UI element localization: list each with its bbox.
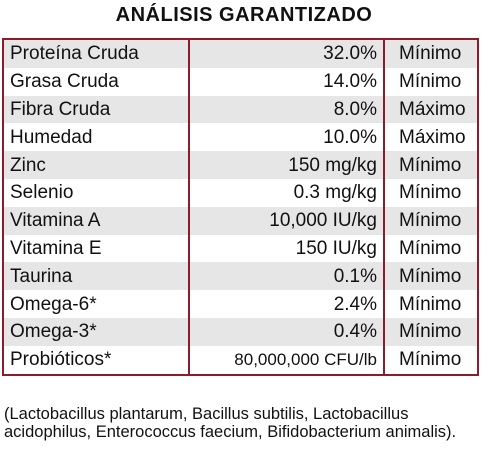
amount: 8.0% bbox=[188, 95, 385, 124]
limit: Mínimo bbox=[399, 349, 462, 371]
nutrient: Humedad bbox=[10, 126, 93, 148]
nutrient: Vitamina E bbox=[10, 237, 102, 259]
footnote: (Lactobacillus plantarum, Bacillus subti… bbox=[4, 405, 457, 441]
amount: 14.0% bbox=[188, 67, 385, 96]
nutrient: Zinc bbox=[3, 151, 189, 179]
title: ANÁLISIS GARANTIZADO bbox=[115, 4, 373, 26]
amount: 150 IU/kg bbox=[188, 234, 385, 263]
amount: 0.1% bbox=[188, 262, 385, 291]
amount: 10.0% bbox=[188, 123, 385, 152]
nutrient: Taurina bbox=[3, 262, 189, 291]
table-row: Probióticos* 80,000,000 CFU/lb Mínimo bbox=[3, 345, 478, 375]
table-row: Proteína Cruda 32.0% Mínimo bbox=[3, 39, 478, 68]
limit: Máximo bbox=[399, 126, 466, 148]
table-row: Vitamina E 150 IU/kg Mínimo bbox=[3, 234, 478, 263]
amount: 32.0% bbox=[188, 39, 385, 68]
amount: 10,000 IU/kg bbox=[188, 206, 385, 235]
limit: Mínimo bbox=[384, 151, 478, 179]
amount: 150 mg/kg bbox=[188, 151, 385, 179]
amount: 2.4% bbox=[188, 290, 385, 318]
nutrient: Omega-6* bbox=[10, 293, 97, 315]
table-row: Selenio 0.3 mg/kg Mínimo bbox=[3, 178, 478, 207]
nutrient: Grasa Cruda bbox=[10, 71, 119, 93]
table-row: Grasa Cruda 14.0% Mínimo bbox=[3, 67, 478, 96]
limit: Mínimo bbox=[399, 71, 462, 93]
limit: Mínimo bbox=[384, 206, 478, 235]
amount: 0.4% bbox=[188, 317, 385, 346]
table-row: Humedad 10.0% Máximo bbox=[3, 123, 478, 152]
table-row: Fibra Cruda 8.0% Máximo bbox=[3, 95, 478, 124]
limit: Máximo bbox=[384, 95, 478, 124]
nutrient: Selenio bbox=[10, 182, 74, 204]
limit: Mínimo bbox=[399, 182, 462, 204]
table-row: Taurina 0.1% Mínimo bbox=[3, 262, 478, 291]
nutrient: Fibra Cruda bbox=[3, 95, 189, 124]
table-row: Vitamina A 10,000 IU/kg Mínimo bbox=[3, 206, 478, 235]
table-row: Zinc 150 mg/kg Mínimo bbox=[3, 151, 478, 179]
amount: 0.3 mg/kg bbox=[188, 178, 385, 207]
limit: Mínimo bbox=[384, 262, 478, 291]
nutrient: Probióticos* bbox=[10, 349, 112, 371]
amount: 80,000,000 CFU/lb bbox=[188, 345, 385, 375]
limit: Mínimo bbox=[399, 293, 462, 315]
table-row: Omega-3* 0.4% Mínimo bbox=[3, 317, 478, 346]
limit: Mínimo bbox=[384, 39, 478, 68]
nutrient: Vitamina A bbox=[3, 206, 189, 235]
table-row: Omega-6* 2.4% Mínimo bbox=[3, 290, 478, 318]
analysis-table: Proteína Cruda 32.0% Mínimo Grasa Cruda 14.0… bbox=[2, 38, 479, 376]
limit: Mínimo bbox=[384, 317, 478, 346]
limit: Mínimo bbox=[399, 237, 462, 259]
nutrient: Omega-3* bbox=[3, 317, 189, 346]
nutrient: Proteína Cruda bbox=[3, 39, 189, 68]
